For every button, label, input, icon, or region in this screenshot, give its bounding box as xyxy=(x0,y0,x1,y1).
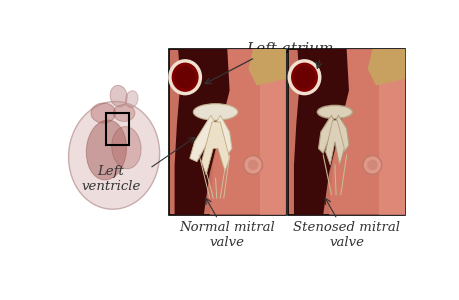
Ellipse shape xyxy=(247,160,258,170)
Ellipse shape xyxy=(110,85,127,107)
Ellipse shape xyxy=(91,103,115,123)
Ellipse shape xyxy=(193,104,237,120)
Bar xyxy=(168,49,285,214)
Polygon shape xyxy=(318,115,333,153)
Ellipse shape xyxy=(293,65,314,89)
Ellipse shape xyxy=(86,120,126,180)
Bar xyxy=(259,49,285,214)
Polygon shape xyxy=(325,120,343,165)
Polygon shape xyxy=(216,115,231,155)
Ellipse shape xyxy=(243,156,262,174)
Ellipse shape xyxy=(68,101,159,209)
Ellipse shape xyxy=(169,61,200,94)
Bar xyxy=(287,49,404,214)
Ellipse shape xyxy=(112,127,141,169)
Text: Normal mitral
valve: Normal mitral valve xyxy=(179,221,274,249)
Polygon shape xyxy=(336,115,348,152)
Polygon shape xyxy=(174,49,233,214)
Polygon shape xyxy=(201,122,229,175)
Polygon shape xyxy=(209,49,285,214)
Text: Left
ventricle: Left ventricle xyxy=(81,165,140,193)
Polygon shape xyxy=(190,115,214,162)
Bar xyxy=(379,49,404,214)
Polygon shape xyxy=(248,49,285,86)
Polygon shape xyxy=(367,49,404,86)
Ellipse shape xyxy=(174,65,195,89)
Polygon shape xyxy=(293,49,352,214)
Ellipse shape xyxy=(317,105,352,119)
Polygon shape xyxy=(328,49,404,214)
Ellipse shape xyxy=(362,156,381,174)
Ellipse shape xyxy=(125,91,138,107)
Ellipse shape xyxy=(113,104,134,122)
Ellipse shape xyxy=(366,160,377,170)
Text: Stenosed mitral
valve: Stenosed mitral valve xyxy=(292,221,399,249)
Bar xyxy=(106,113,129,145)
Ellipse shape xyxy=(289,61,319,94)
Text: Left atrium: Left atrium xyxy=(246,42,333,56)
